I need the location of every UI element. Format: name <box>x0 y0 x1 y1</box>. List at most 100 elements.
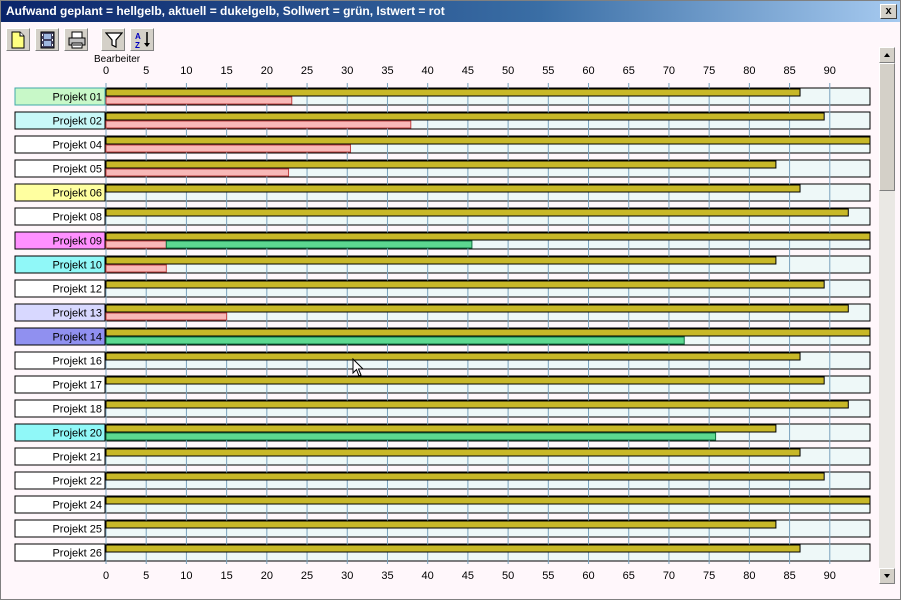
x-tick-label-top: 85 <box>783 65 795 77</box>
title-bar[interactable]: Aufwand geplant = hellgelb, aktuell = du… <box>1 1 900 22</box>
bar-istwert <box>106 169 289 176</box>
x-tick-label-top: 50 <box>502 65 514 77</box>
sort-button[interactable]: A Z <box>130 28 154 51</box>
x-tick-label-bottom: 30 <box>341 570 353 582</box>
bar-aktuell <box>106 401 848 408</box>
bar-istwert <box>106 241 166 248</box>
bar-sollwert <box>106 433 716 440</box>
project-label: Projekt 12 <box>52 284 102 296</box>
x-tick-label-top: 25 <box>301 65 313 77</box>
x-tick-label-top: 80 <box>743 65 755 77</box>
x-tick-label-bottom: 35 <box>381 570 393 582</box>
bar-aktuell <box>106 137 870 144</box>
project-label: Projekt 08 <box>52 212 102 224</box>
bar-aktuell <box>106 161 776 168</box>
bar-aktuell <box>106 257 776 264</box>
arrow-down-icon <box>880 569 894 583</box>
new-document-icon <box>10 31 26 49</box>
x-tick-label-top: 70 <box>663 65 675 77</box>
project-label: Projekt 02 <box>52 116 102 128</box>
project-label: Projekt 01 <box>52 92 102 104</box>
bar-aktuell <box>106 113 824 120</box>
project-label: Projekt 18 <box>52 404 102 416</box>
filter-button[interactable] <box>101 28 125 51</box>
x-tick-label-bottom: 85 <box>783 570 795 582</box>
x-tick-label-bottom: 40 <box>422 570 434 582</box>
project-label: Projekt 24 <box>52 500 102 512</box>
mouse-cursor-icon <box>352 358 366 378</box>
x-tick-label-bottom: 50 <box>502 570 514 582</box>
film-icon <box>39 31 56 49</box>
x-tick-label-bottom: 65 <box>623 570 635 582</box>
project-label: Projekt 21 <box>52 452 102 464</box>
x-tick-label-top: 10 <box>180 65 192 77</box>
x-tick-label-top: 40 <box>422 65 434 77</box>
bar-aktuell <box>106 425 776 432</box>
project-label: Projekt 14 <box>52 332 102 344</box>
x-tick-label-top: 35 <box>381 65 393 77</box>
scroll-thumb[interactable] <box>879 63 895 191</box>
workload-chart: 0055101015152020252530303535404045455050… <box>1 63 879 598</box>
x-tick-label-bottom: 80 <box>743 570 755 582</box>
project-label: Projekt 06 <box>52 188 102 200</box>
x-tick-label-top: 65 <box>623 65 635 77</box>
x-tick-label-bottom: 75 <box>703 570 715 582</box>
x-tick-label-bottom: 90 <box>824 570 836 582</box>
x-tick-label-bottom: 25 <box>301 570 313 582</box>
bar-aktuell <box>106 329 870 336</box>
x-tick-label-bottom: 45 <box>462 570 474 582</box>
bar-aktuell <box>106 449 800 456</box>
project-label: Projekt 09 <box>52 236 102 248</box>
project-label: Projekt 17 <box>52 380 102 392</box>
print-button[interactable] <box>64 28 88 51</box>
project-label: Projekt 05 <box>52 164 102 176</box>
arrow-up-icon <box>880 48 894 62</box>
scroll-up-button[interactable] <box>879 47 895 63</box>
new-document-button[interactable] <box>6 28 30 51</box>
bar-aktuell <box>106 281 824 288</box>
project-label: Projekt 25 <box>52 524 102 536</box>
project-label: Projekt 26 <box>52 548 102 560</box>
vertical-scrollbar[interactable] <box>879 47 895 584</box>
project-label: Projekt 13 <box>52 308 102 320</box>
x-tick-label-bottom: 15 <box>221 570 233 582</box>
bar-sollwert <box>106 337 684 344</box>
scroll-down-button[interactable] <box>879 568 895 584</box>
bar-aktuell <box>106 521 776 528</box>
x-tick-label-bottom: 55 <box>542 570 554 582</box>
x-tick-label-bottom: 60 <box>582 570 594 582</box>
bar-istwert <box>106 121 411 128</box>
bar-istwert <box>106 265 166 272</box>
project-label: Projekt 16 <box>52 356 102 368</box>
x-tick-label-top: 20 <box>261 65 273 77</box>
project-label: Projekt 22 <box>52 476 102 488</box>
bar-aktuell <box>106 377 824 384</box>
x-tick-label-bottom: 10 <box>180 570 192 582</box>
svg-text:A: A <box>135 32 141 41</box>
x-tick-label-top: 60 <box>582 65 594 77</box>
bar-aktuell <box>106 545 800 552</box>
x-tick-label-top: 90 <box>824 65 836 77</box>
printer-icon <box>68 31 86 49</box>
x-tick-label-top: 15 <box>221 65 233 77</box>
bar-istwert <box>106 97 292 104</box>
x-tick-label-bottom: 70 <box>663 570 675 582</box>
film-button[interactable] <box>35 28 59 51</box>
x-tick-label-top: 0 <box>103 65 109 77</box>
bar-istwert <box>106 145 350 152</box>
bar-aktuell <box>106 89 800 96</box>
window-title: Aufwand geplant = hellgelb, aktuell = du… <box>6 4 445 18</box>
x-tick-label-top: 30 <box>341 65 353 77</box>
project-label: Projekt 20 <box>52 428 102 440</box>
x-tick-label-bottom: 20 <box>261 570 273 582</box>
x-tick-label-top: 55 <box>542 65 554 77</box>
x-tick-label-bottom: 5 <box>143 570 149 582</box>
x-tick-label-top: 75 <box>703 65 715 77</box>
bar-aktuell <box>106 209 848 216</box>
bar-aktuell <box>106 353 800 360</box>
close-button[interactable]: x <box>880 4 897 19</box>
bar-aktuell <box>106 497 870 504</box>
x-tick-label-top: 45 <box>462 65 474 77</box>
x-tick-label-top: 5 <box>143 65 149 77</box>
